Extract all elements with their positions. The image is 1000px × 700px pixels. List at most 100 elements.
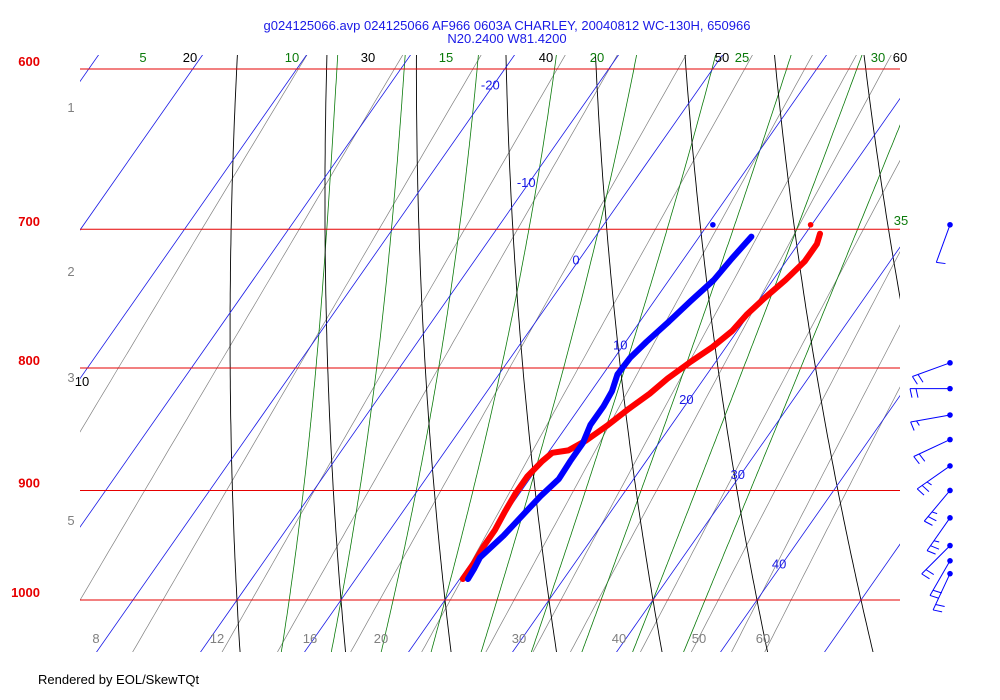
isobar-label: 600 bbox=[18, 54, 40, 69]
wind-barb-station bbox=[947, 360, 953, 366]
wind-barb-staff bbox=[929, 560, 951, 596]
moist-adiabat-label: 20 bbox=[590, 50, 604, 65]
wind-barb bbox=[926, 515, 953, 555]
dry-adiabat-line bbox=[324, 55, 346, 652]
wind-barb-feather bbox=[932, 589, 942, 594]
isotherm-label: 20 bbox=[679, 392, 693, 407]
dry-adiabat-line bbox=[505, 55, 557, 652]
isotherm-line bbox=[824, 543, 900, 652]
mixing-ratio-label: 3 bbox=[67, 370, 74, 385]
dry-adiabat-label: 30 bbox=[361, 50, 375, 65]
wind-barb-feather bbox=[936, 261, 946, 265]
mixing-ratio-line bbox=[80, 55, 404, 601]
wind-barb bbox=[923, 487, 953, 526]
wind-barb bbox=[935, 221, 953, 265]
mixing-ratio-line bbox=[731, 324, 900, 652]
wind-barb-feather bbox=[910, 421, 915, 431]
isotherm-line bbox=[512, 97, 900, 652]
dry-adiabats bbox=[229, 0, 1000, 699]
dry-adiabat-line bbox=[946, 0, 1000, 699]
moist-adiabat-line bbox=[480, 55, 638, 652]
wind-barb-staff bbox=[912, 362, 951, 377]
wind-barb-staff bbox=[913, 439, 951, 457]
mixing-ratio-label: 1 bbox=[67, 100, 74, 115]
isotherm-line bbox=[96, 55, 515, 652]
wind-barb-feather bbox=[932, 609, 943, 613]
moist-adiabat-label: 30 bbox=[871, 50, 885, 65]
moist-adiabat-line bbox=[430, 55, 557, 652]
wind-barb-feather bbox=[926, 481, 932, 486]
isobars: 600 700 800 900 1000 bbox=[11, 54, 900, 601]
wind-barb bbox=[932, 570, 953, 613]
temperature-point bbox=[807, 221, 814, 228]
moist-adiabat-label: 25 bbox=[735, 50, 749, 65]
isotherm-line bbox=[80, 55, 307, 380]
wind-barb-feather bbox=[909, 388, 913, 398]
dry-adiabat-label: 40 bbox=[539, 50, 553, 65]
wind-barb-staff bbox=[910, 414, 951, 423]
moist-adiabats bbox=[280, 55, 900, 652]
wind-barb-staff bbox=[932, 573, 951, 611]
wind-barb-station bbox=[947, 221, 953, 228]
wind-barb-station bbox=[947, 463, 953, 469]
moist-adiabat-label: 15 bbox=[439, 50, 453, 65]
mixing-ratio-label: 2 bbox=[67, 264, 74, 279]
dry-adiabat-line bbox=[415, 55, 452, 652]
isotherm-line bbox=[408, 55, 827, 652]
moist-adiabat-line bbox=[632, 55, 863, 652]
isotherm-label: 0 bbox=[572, 252, 579, 267]
temperature-profile bbox=[459, 230, 823, 582]
mixing-ratio-label: 16 bbox=[303, 631, 317, 646]
wind-barb-station bbox=[947, 412, 953, 418]
mixing-ratio-label: 30 bbox=[512, 631, 526, 646]
wind-barb-feather bbox=[918, 453, 926, 462]
isotherm-label: 30 bbox=[731, 467, 745, 482]
wind-barb-staff bbox=[926, 517, 951, 551]
isotherm-label: 10 bbox=[613, 338, 627, 353]
wind-barb bbox=[916, 463, 953, 496]
footer-credit: Rendered by EOL/SkewTQt bbox=[38, 672, 200, 687]
moist-adiabat-line bbox=[330, 55, 406, 652]
mixing-ratio-line bbox=[640, 159, 900, 652]
wind-barb-station bbox=[947, 436, 953, 443]
dry-adiabat-label: 20 bbox=[183, 50, 197, 65]
dry-adiabat-line bbox=[229, 55, 241, 652]
wind-barb-feather bbox=[929, 594, 939, 599]
mixing-ratio-label: 5 bbox=[67, 513, 74, 528]
wind-barb-station bbox=[947, 515, 953, 521]
wind-barb bbox=[910, 412, 953, 431]
mixing-ratio-line bbox=[221, 55, 566, 652]
isotherm-line bbox=[80, 55, 411, 528]
mixing-ratio-label: 60 bbox=[756, 631, 770, 646]
isobar-label: 800 bbox=[18, 353, 40, 368]
isobar-label: 900 bbox=[18, 475, 40, 490]
wind-barbs bbox=[909, 221, 953, 613]
wind-barb-station bbox=[947, 570, 953, 577]
mixing-ratio-line bbox=[80, 55, 308, 433]
dewpoint-point bbox=[710, 221, 716, 228]
wind-barb-feather bbox=[925, 569, 935, 575]
dry-adiabat-label: 10 bbox=[75, 374, 89, 389]
moist-adiabat-line bbox=[280, 55, 339, 652]
chart-subtitle: N20.2400 W81.4200 bbox=[447, 31, 566, 46]
mixing-ratio-label: 40 bbox=[612, 631, 626, 646]
dry-adiabat-line bbox=[774, 55, 874, 652]
wind-barb bbox=[921, 542, 953, 580]
isotherm-label: -20 bbox=[481, 78, 500, 93]
isotherm-label: 40 bbox=[772, 556, 786, 571]
wind-barb-feather bbox=[921, 573, 930, 580]
dry-adiabat-line bbox=[595, 55, 663, 652]
wind-barb-staff bbox=[921, 545, 951, 575]
wind-barb-feather bbox=[913, 456, 920, 465]
dewpoint-profile bbox=[465, 233, 755, 582]
mixing-ratio-label: 20 bbox=[374, 631, 388, 646]
wind-barb-feather bbox=[927, 516, 937, 522]
moist-adiabat-label: 10 bbox=[285, 50, 299, 65]
moist-adiabat-label: 5 bbox=[139, 50, 146, 65]
wind-barb-feather bbox=[930, 545, 940, 550]
mixing-ratio-label: 12 bbox=[210, 631, 224, 646]
moist-adiabat-line bbox=[530, 55, 717, 652]
isotherm-line bbox=[616, 246, 900, 652]
mixing-ratio-label: 50 bbox=[692, 631, 706, 646]
